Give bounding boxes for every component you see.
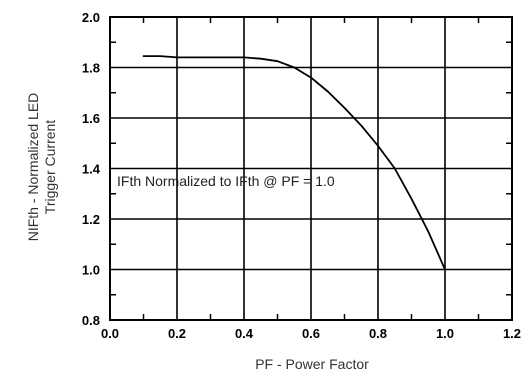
x-tick-label: 1.0	[436, 326, 454, 341]
x-tick-label: 0.4	[235, 326, 254, 341]
x-tick-label: 0.8	[369, 326, 387, 341]
grid	[110, 17, 512, 320]
y-tick-label: 1.6	[82, 111, 100, 126]
y-tick-label: 0.8	[82, 313, 100, 328]
y-axis-title-line-2: Trigger Current	[42, 120, 58, 215]
plot-frame	[109, 16, 513, 321]
series-layer	[142, 55, 446, 271]
series-line	[142, 55, 446, 271]
y-tick-label: 1.2	[82, 212, 100, 227]
x-axis-title: PF - Power Factor	[255, 356, 369, 372]
tick-labels: 0.0 0.2 0.4 0.6 0.8 1.0 1.2 0.8 1.0 1.2 1.4 1.6 1.8 2…	[82, 10, 521, 341]
x-tick-label: 0.2	[168, 326, 186, 341]
y-tick-label: 1.4	[82, 162, 101, 177]
y-tick-label: 2.0	[82, 10, 100, 25]
x-tick-label: 0.6	[302, 326, 320, 341]
x-tick-label: 1.2	[503, 326, 521, 341]
chart-annotation: IFth Normalized to IFth @ PF = 1.0	[117, 173, 335, 189]
y-tick-label: 1.8	[82, 61, 100, 76]
y-axis-title-line-1: NIFth - Normalized LED	[25, 93, 41, 242]
x-tick-label: 0.0	[101, 326, 119, 341]
y-tick-label: 1.0	[82, 263, 100, 278]
